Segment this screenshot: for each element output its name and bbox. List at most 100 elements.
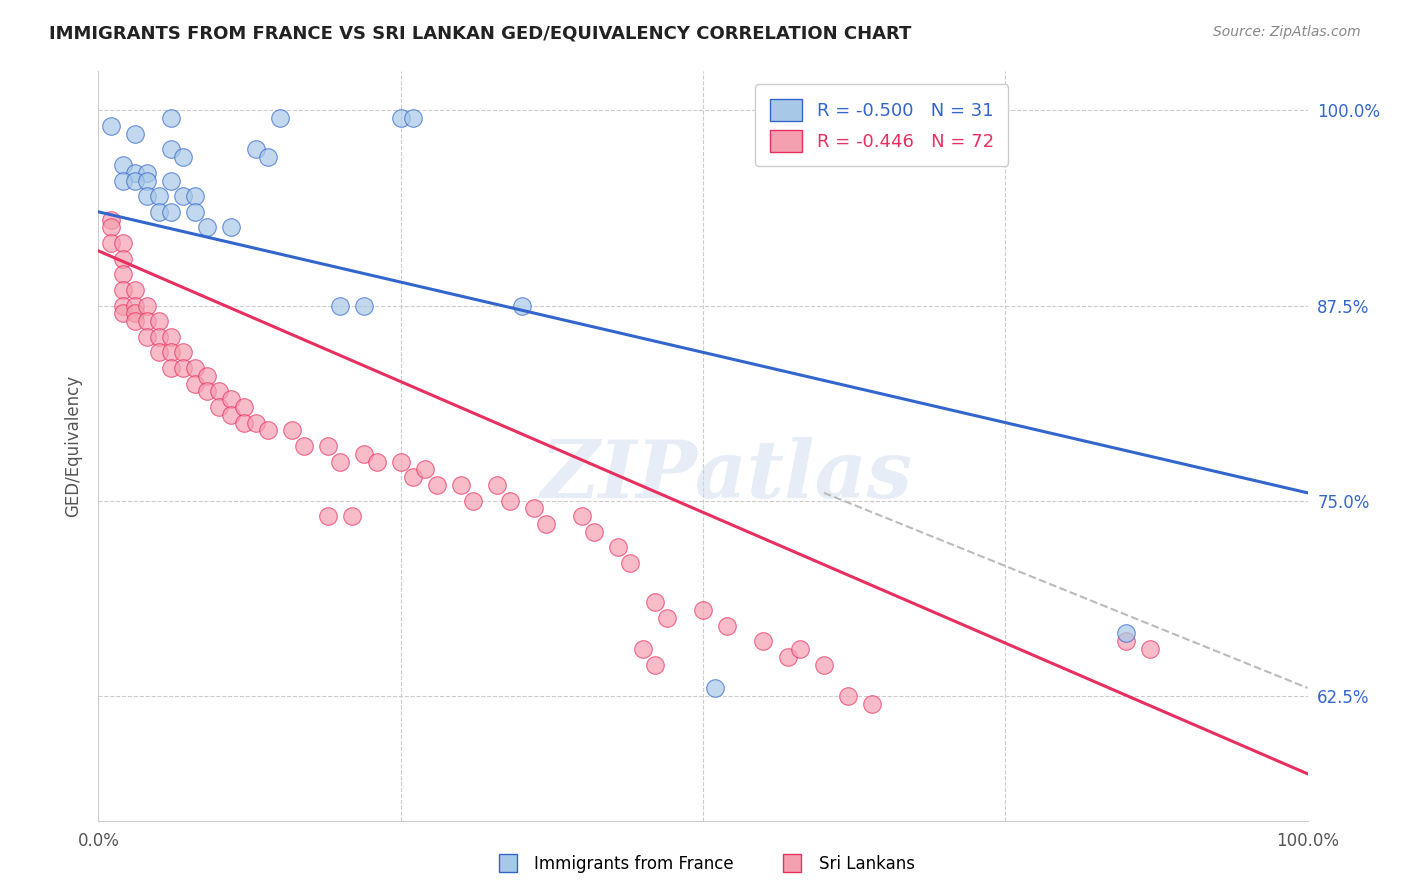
Point <box>124 298 146 312</box>
Point <box>184 376 207 391</box>
Point <box>256 150 278 164</box>
Point <box>644 595 666 609</box>
Point <box>316 509 339 524</box>
Point <box>111 267 134 281</box>
Point <box>232 416 254 430</box>
Text: IMMIGRANTS FROM FRANCE VS SRI LANKAN GED/EQUIVALENCY CORRELATION CHART: IMMIGRANTS FROM FRANCE VS SRI LANKAN GED… <box>49 25 911 43</box>
Point <box>135 173 157 187</box>
Point <box>1139 641 1161 656</box>
Y-axis label: GED/Equivalency: GED/Equivalency <box>63 375 82 517</box>
Point <box>644 657 666 672</box>
Point <box>619 556 641 570</box>
Point <box>172 150 194 164</box>
Point <box>269 111 291 125</box>
Point <box>510 298 533 312</box>
Point <box>100 220 122 235</box>
Point <box>172 345 194 359</box>
Point <box>232 400 254 414</box>
Point <box>135 314 157 328</box>
Point <box>111 283 134 297</box>
Point <box>498 493 520 508</box>
Point <box>111 298 134 312</box>
Point <box>160 204 183 219</box>
Point <box>195 368 218 383</box>
Point <box>135 329 157 343</box>
Point <box>486 478 509 492</box>
Point <box>111 158 134 172</box>
Point <box>111 173 134 187</box>
Point <box>100 119 122 133</box>
Point <box>245 416 267 430</box>
Text: ZIPatlas: ZIPatlas <box>541 437 914 515</box>
Point <box>135 189 157 203</box>
Point <box>353 447 375 461</box>
Point <box>837 689 859 703</box>
Point <box>195 220 218 235</box>
Point <box>426 478 449 492</box>
Point <box>860 697 883 711</box>
Point <box>124 127 146 141</box>
Point <box>184 189 207 203</box>
Point <box>124 314 146 328</box>
Point <box>316 439 339 453</box>
Point <box>245 142 267 156</box>
Point <box>195 384 218 399</box>
Point <box>402 111 425 125</box>
Point <box>716 618 738 632</box>
Point <box>221 392 243 406</box>
Point <box>631 641 654 656</box>
Point <box>789 641 811 656</box>
Point <box>172 360 194 375</box>
Point <box>329 454 352 468</box>
Point <box>704 681 727 695</box>
Point <box>776 649 799 664</box>
Point <box>607 541 630 555</box>
Point <box>402 470 425 484</box>
Point <box>184 204 207 219</box>
Legend: Immigrants from France, Sri Lankans: Immigrants from France, Sri Lankans <box>484 848 922 880</box>
Point <box>124 166 146 180</box>
Point <box>148 314 170 328</box>
Point <box>813 657 835 672</box>
Point <box>353 298 375 312</box>
Point <box>256 423 278 437</box>
Point <box>135 298 157 312</box>
Point <box>523 501 546 516</box>
Point <box>389 111 412 125</box>
Point <box>111 252 134 266</box>
Point <box>148 329 170 343</box>
Point <box>148 345 170 359</box>
Point <box>1115 634 1137 648</box>
Point <box>1115 626 1137 640</box>
Point <box>208 384 231 399</box>
Point <box>292 439 315 453</box>
Point <box>534 516 557 531</box>
Point <box>172 189 194 203</box>
Point <box>100 235 122 250</box>
Point <box>692 603 714 617</box>
Text: Source: ZipAtlas.com: Source: ZipAtlas.com <box>1213 25 1361 39</box>
Point <box>463 493 485 508</box>
Point <box>329 298 352 312</box>
Point <box>221 408 243 422</box>
Point <box>135 166 157 180</box>
Point <box>583 524 606 539</box>
Point <box>389 454 412 468</box>
Point <box>160 173 183 187</box>
Point <box>160 329 183 343</box>
Point <box>221 220 243 235</box>
Point <box>124 173 146 187</box>
Point <box>655 610 678 624</box>
Point <box>752 634 775 648</box>
Point <box>160 345 183 359</box>
Point <box>160 111 183 125</box>
Point <box>100 212 122 227</box>
Point <box>342 509 364 524</box>
Point <box>111 306 134 320</box>
Point <box>160 142 183 156</box>
Point <box>571 509 593 524</box>
Point <box>450 478 472 492</box>
Point <box>148 204 170 219</box>
Legend: R = -0.500   N = 31, R = -0.446   N = 72: R = -0.500 N = 31, R = -0.446 N = 72 <box>755 84 1008 166</box>
Point <box>160 360 183 375</box>
